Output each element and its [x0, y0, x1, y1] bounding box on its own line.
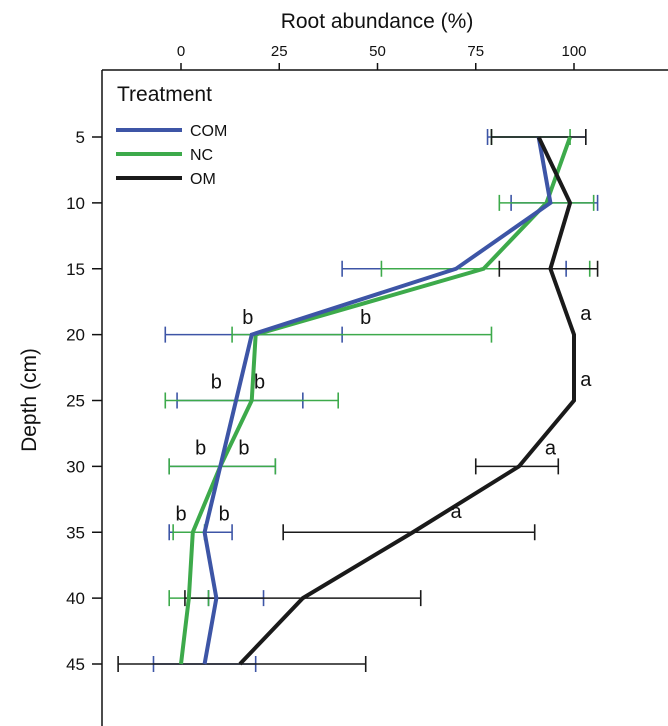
y-ticks: 5 10 15 20 25 30 35 40 45 [66, 128, 102, 674]
error-bar-om [282, 524, 536, 541]
x-tick-label: 100 [561, 43, 586, 60]
x-tick-label: 25 [271, 43, 288, 60]
y-tick-label: 5 [76, 128, 85, 147]
significance-letter: b [175, 503, 186, 525]
error-bars [117, 129, 599, 672]
y-tick-label: 30 [66, 457, 85, 476]
series-line-om [238, 136, 576, 666]
error-bar-nc [172, 524, 206, 541]
significance-letter: a [580, 303, 592, 325]
significance-letter: a [580, 369, 592, 391]
significance-letter: a [451, 501, 463, 523]
y-tick-label: 45 [66, 655, 85, 674]
significance-letter: a [545, 438, 557, 460]
y-tick-label: 20 [66, 326, 85, 345]
y-tick-label: 15 [66, 260, 85, 279]
legend-label-nc: NC [190, 147, 213, 164]
x-tick-label: 75 [467, 43, 484, 60]
legend-label-com: COM [190, 123, 227, 140]
significance-letter: b [219, 503, 230, 525]
legend-title: Treatment [117, 83, 212, 106]
x-ticks: 0 25 50 75 100 [177, 43, 587, 70]
y-tick-label: 40 [66, 589, 85, 608]
y-tick-label: 35 [66, 523, 85, 542]
significance-letter: b [195, 438, 206, 460]
y-tick-label: 25 [66, 392, 85, 411]
y-tick-label: 10 [66, 194, 85, 213]
series-line-nc [179, 136, 572, 665]
legend-label-om: OM [190, 171, 216, 188]
legend: Treatment COM NC OM [116, 83, 227, 188]
significance-letter: b [238, 438, 249, 460]
significance-letter: b [211, 372, 222, 394]
series-lines [179, 136, 576, 666]
y-axis-label: Depth (cm) [18, 348, 41, 452]
significance-letter: b [242, 307, 253, 329]
x-tick-label: 0 [177, 43, 185, 60]
series-line-com [202, 136, 553, 665]
error-bar-nc [231, 326, 493, 343]
x-tick-label: 50 [369, 43, 386, 60]
significance-labels: b b a b b a b b a b b a [175, 303, 592, 525]
x-axis-label: Root abundance (%) [281, 10, 474, 33]
significance-letter: b [254, 372, 265, 394]
significance-letter: b [360, 307, 371, 329]
